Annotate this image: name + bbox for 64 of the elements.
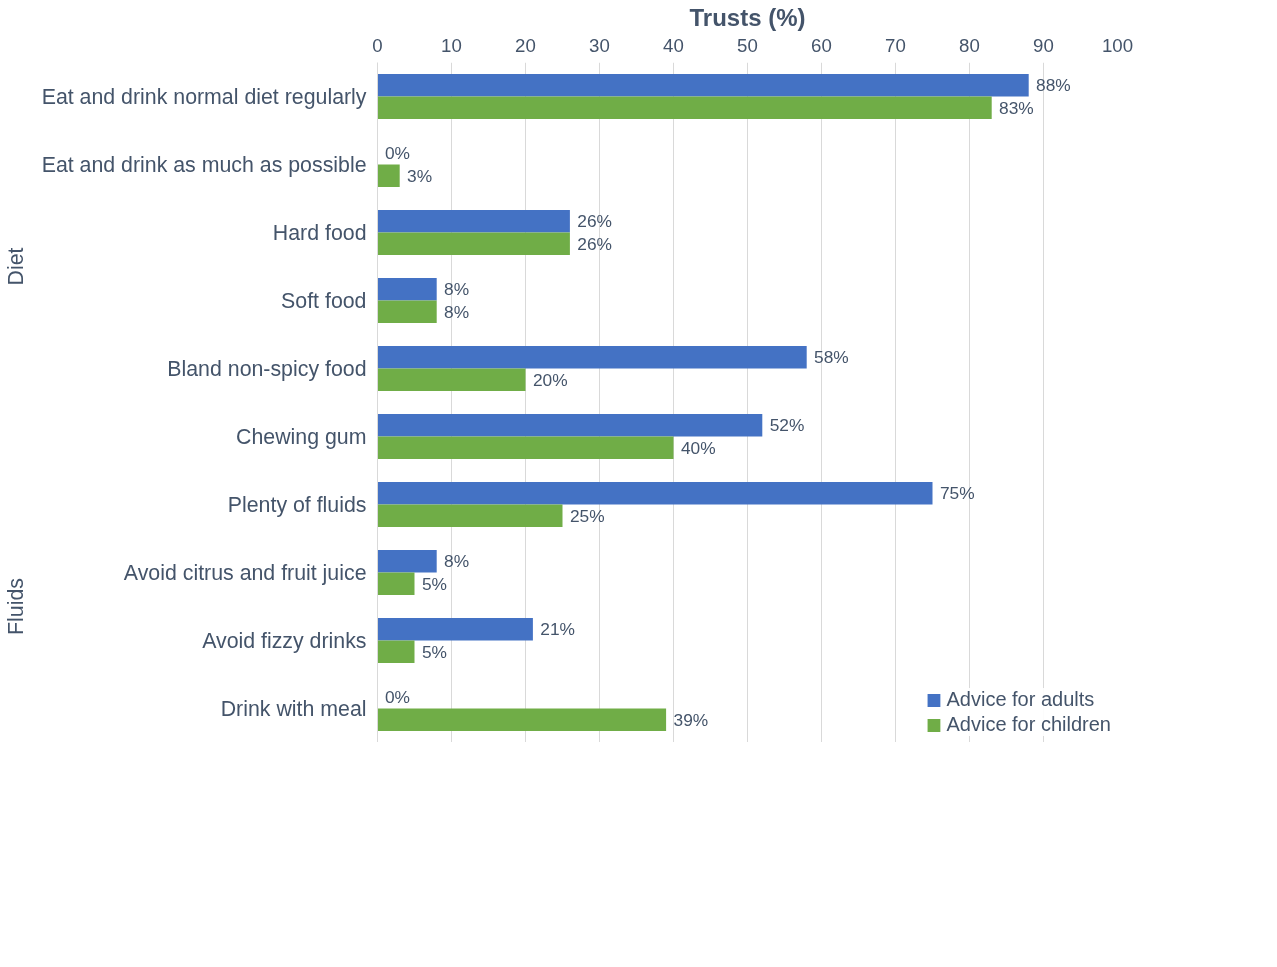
data-label: 8% — [444, 279, 470, 300]
text: Fluids — [3, 578, 28, 635]
data-label: 8% — [444, 551, 470, 572]
x-tick-label: 10 — [441, 34, 462, 56]
data-label: 88% — [1036, 75, 1071, 96]
bar — [377, 708, 667, 731]
data-label: 8% — [444, 301, 470, 322]
data-label: 20% — [532, 369, 568, 390]
bar — [377, 436, 674, 459]
bar — [377, 572, 415, 595]
y-tick-label: Soft food — [281, 288, 367, 313]
y-tick-label: Eat and drink as much as possible — [41, 152, 367, 177]
bar — [377, 368, 526, 391]
bar — [377, 300, 437, 323]
data-label: 39% — [673, 709, 709, 730]
x-tick-label: 40 — [663, 34, 684, 56]
bar — [377, 74, 1029, 97]
bar — [377, 232, 570, 255]
y-tick-label: Hard food — [272, 220, 367, 245]
data-label: 83% — [999, 97, 1034, 118]
data-label: 25% — [569, 505, 605, 526]
x-tick-label: 90 — [1033, 34, 1054, 56]
x-axis-title: Trusts (%) — [689, 3, 806, 31]
data-label: 75% — [939, 483, 975, 504]
bar — [377, 618, 533, 641]
bar — [377, 210, 570, 233]
bar — [377, 640, 415, 663]
text: Diet — [3, 247, 28, 286]
bar — [377, 346, 807, 369]
bar — [377, 278, 437, 301]
x-tick-label: 30 — [589, 34, 610, 56]
data-label: 26% — [577, 211, 612, 232]
data-label: 40% — [680, 437, 716, 458]
y-tick-label: Bland non-spicy food — [167, 356, 367, 381]
data-label: 5% — [421, 641, 447, 662]
bar — [377, 414, 763, 437]
data-label: 0% — [384, 143, 410, 164]
x-tick-label: 60 — [811, 34, 832, 56]
data-label: 26% — [577, 233, 612, 254]
y-tick-label: Chewing gum — [236, 424, 367, 449]
data-label: 3% — [407, 165, 433, 186]
bar — [377, 96, 992, 119]
data-label: 5% — [421, 573, 447, 594]
bar — [377, 504, 563, 527]
legend-label: Advice for adults — [946, 688, 1095, 711]
x-tick-label: 80 — [959, 34, 980, 56]
x-tick-label: 50 — [737, 34, 758, 56]
y-tick-label: Avoid fizzy drinks — [202, 628, 367, 653]
x-tick-label: 100 — [1101, 34, 1134, 56]
x-tick-label: 20 — [515, 34, 536, 56]
x-tick-label: 70 — [885, 34, 906, 56]
data-label: 21% — [540, 619, 575, 640]
y-tick-label: Plenty of fluids — [227, 492, 367, 517]
y-tick-label: Drink with meal — [220, 696, 367, 721]
data-label: 58% — [814, 347, 849, 368]
bar — [377, 164, 400, 187]
legend-label: Advice for children — [946, 713, 1111, 736]
bar — [377, 550, 437, 573]
data-label: 0% — [384, 687, 410, 708]
x-tick-label: 0 — [372, 34, 383, 56]
y-tick-label: Avoid citrus and fruit juice — [123, 560, 367, 585]
data-label: 52% — [769, 415, 805, 436]
y-tick-label: Eat and drink normal diet regularly — [41, 84, 367, 109]
bar — [377, 482, 933, 505]
